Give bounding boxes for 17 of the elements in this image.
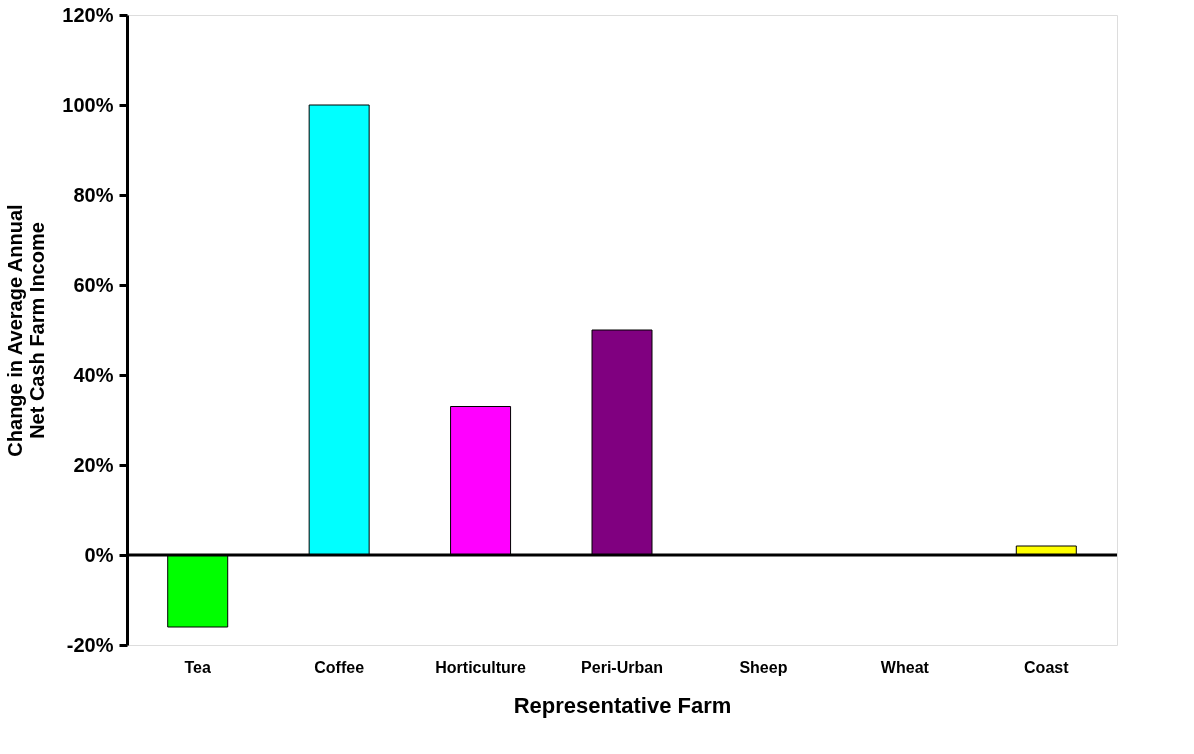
x-tick-label: Coast	[1024, 658, 1070, 676]
y-tick-label: 80%	[73, 183, 114, 206]
y-axis-title: Change in Average Annual Net Cash Farm Income	[4, 204, 49, 457]
y-tick-label: 100%	[62, 93, 114, 116]
y-tick-label: 60%	[73, 273, 114, 296]
y-tick-label: 0%	[84, 543, 114, 566]
x-tick-label: Wheat	[880, 658, 930, 676]
x-axis-title: Representative Farm	[513, 692, 732, 718]
x-tick-label: Sheep	[739, 658, 788, 676]
y-tick-label: 40%	[73, 363, 114, 386]
x-tick-label: Horticulture	[435, 658, 527, 676]
x-tick-label: Peri-Urban	[581, 658, 663, 676]
x-tick-label: Tea	[184, 658, 211, 676]
y-tick-label: 20%	[73, 453, 114, 476]
y-tick-label: 120%	[62, 3, 114, 26]
y-tick-label: -20%	[66, 633, 114, 656]
x-tick-label: Coffee	[314, 658, 365, 676]
